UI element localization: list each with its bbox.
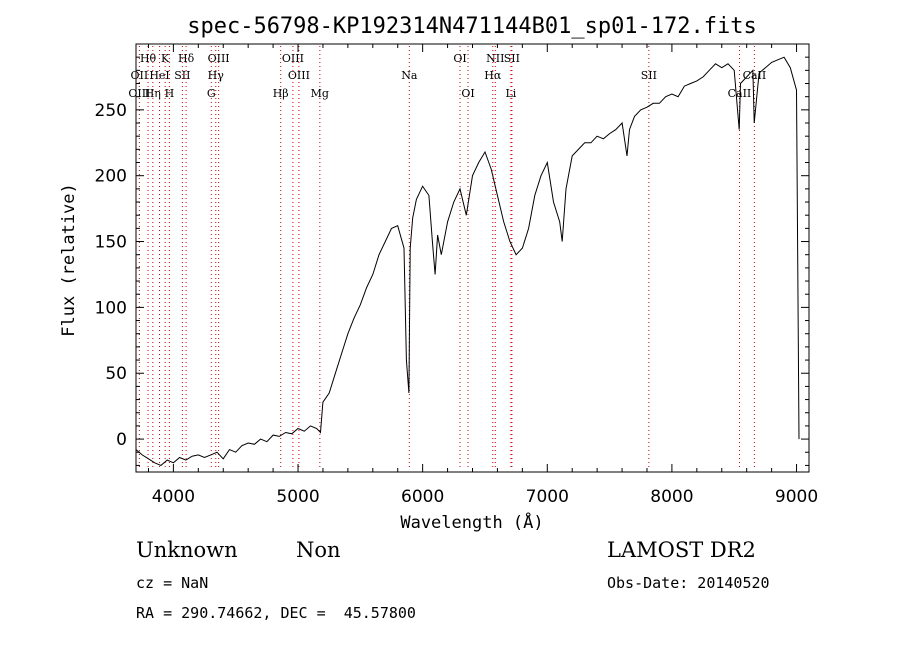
plot-frame [135,43,810,473]
redshift-cz: cz = NaN [136,574,209,592]
y-axis: 0 50 100 150 200 250 [95,56,809,466]
line-label: SII [504,52,520,65]
line-label: OIII [282,52,304,65]
line-label: Na [401,69,418,82]
x-tick-label: 9000 [775,487,818,507]
line-label: H [165,87,175,100]
line-label: HeI [149,69,169,82]
line-label: SII [174,69,190,82]
y-axis-label: Flux (relative) [59,183,79,337]
spectrum-line [135,56,800,466]
x-tick-label: 5000 [276,487,319,507]
spectral-class: Unknown [136,538,238,562]
line-label: Mg [311,87,329,100]
coordinates: RA = 290.74662, DEC = 45.57800 [136,604,416,622]
y-tick-label: 200 [95,167,127,187]
line-label: G [207,87,216,100]
x-axis: 4000 5000 6000 7000 8000 9000 [147,44,818,507]
y-tick-label: 250 [95,101,127,121]
line-label: OI [453,52,466,65]
line-label: CaII [743,69,767,82]
line-label: Hγ [208,69,225,82]
line-label: CaII [728,87,752,100]
line-label: OII [131,69,149,82]
x-axis-label: Wavelength (Å) [400,511,543,533]
line-label: Hα [484,69,502,82]
line-label: Hη [145,87,161,100]
line-label: OI [461,87,474,100]
line-label: Hθ [140,52,157,65]
spectral-line-markers [138,46,755,470]
y-tick-label: 50 [105,364,127,384]
y-tick-label: 0 [116,430,127,450]
line-label: OIII [288,69,310,82]
line-label: Hβ [273,87,289,100]
spectral-subclass: Non [296,538,341,562]
x-tick-label: 4000 [152,487,195,507]
line-label: SII [641,69,657,82]
line-label: Li [505,87,516,100]
line-label: K [161,52,170,65]
line-label: NII [486,52,504,65]
line-label: OIII [128,87,150,100]
y-tick-label: 150 [95,233,127,253]
line-label: OIII [208,52,230,65]
observation-date: Obs-Date: 20140520 [607,574,770,592]
x-tick-label: 6000 [401,487,444,507]
x-tick-label: 7000 [526,487,569,507]
x-tick-label: 8000 [650,487,693,507]
survey-name: LAMOST DR2 [607,538,756,562]
line-label: Hδ [178,52,195,65]
y-tick-label: 100 [95,298,127,318]
chart-title: spec-56798-KP192314N471144B01_sp01-172.f… [187,14,757,39]
